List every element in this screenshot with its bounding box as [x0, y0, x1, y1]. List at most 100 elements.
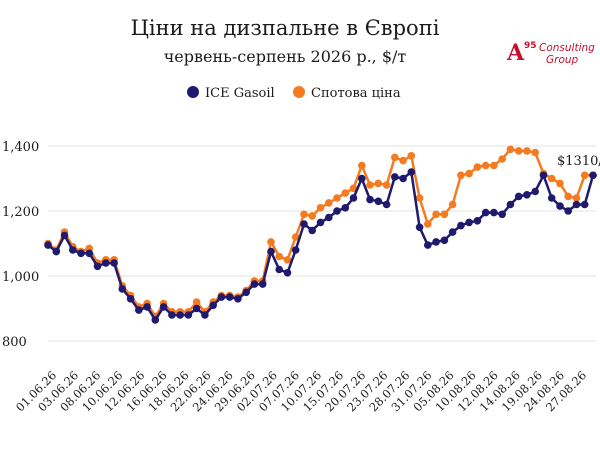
data-point-spot-price: [366, 181, 374, 189]
data-point-ice-gasoil: [374, 197, 383, 206]
data-point-ice-gasoil: [498, 210, 507, 219]
data-point-ice-gasoil: [391, 173, 399, 181]
data-point-spot-price: [358, 161, 366, 170]
data-point-spot-price: [556, 179, 564, 188]
data-point-ice-gasoil: [415, 223, 424, 232]
data-point-ice-gasoil: [457, 221, 465, 230]
data-point-spot-price: [473, 163, 482, 171]
data-point-ice-gasoil: [250, 280, 259, 288]
data-point-ice-gasoil: [102, 259, 110, 267]
data-point-spot-price: [283, 255, 292, 264]
data-point-ice-gasoil: [267, 247, 275, 256]
data-point-ice-gasoil: [341, 204, 350, 212]
data-point-spot-price: [490, 161, 498, 170]
data-point-ice-gasoil: [234, 295, 242, 303]
data-point-spot-price: [291, 233, 300, 241]
data-point-spot-price: [580, 171, 589, 180]
data-point-spot-price: [349, 184, 358, 193]
data-point-ice-gasoil: [308, 226, 317, 235]
data-point-ice-gasoil: [291, 246, 300, 254]
data-point-spot-price: [316, 204, 325, 212]
data-point-spot-price: [424, 220, 432, 228]
data-point-ice-gasoil: [580, 200, 589, 209]
data-point-ice-gasoil: [275, 265, 284, 274]
data-point-spot-price: [308, 212, 317, 220]
data-point-ice-gasoil: [258, 280, 267, 288]
data-point-ice-gasoil: [242, 288, 250, 297]
chart-subtitle: червень-серпень 2026 р., $/т: [164, 47, 407, 66]
data-point-spot-price: [506, 145, 515, 154]
data-point-ice-gasoil: [349, 194, 358, 202]
legend-label-ice-gasoil: ICE Gasoil: [205, 86, 275, 101]
data-point-ice-gasoil: [325, 213, 333, 222]
data-point-ice-gasoil: [60, 231, 69, 240]
data-point-ice-gasoil: [564, 207, 572, 215]
y-tick-label: 1,000: [2, 270, 39, 285]
data-point-ice-gasoil: [465, 218, 473, 227]
data-point-spot-price: [325, 199, 333, 207]
data-point-ice-gasoil: [473, 217, 482, 225]
legend-label-spot-price: Спотова ціна: [311, 86, 401, 101]
data-point-spot-price: [333, 194, 341, 202]
data-point-spot-price: [382, 181, 391, 189]
data-point-ice-gasoil: [283, 269, 292, 277]
data-point-spot-price: [432, 210, 440, 219]
data-point-spot-price: [448, 200, 457, 209]
data-point-ice-gasoil: [300, 220, 308, 228]
y-tick-label: 1,200: [2, 205, 39, 220]
data-point-spot-price: [399, 156, 407, 165]
legend: ICE Gasoil Спотова ціна: [187, 86, 401, 101]
data-point-ice-gasoil: [490, 208, 498, 217]
data-point-spot-price: [465, 169, 473, 178]
data-point-ice-gasoil: [589, 171, 597, 180]
data-point-spot-price: [547, 174, 556, 183]
data-point-ice-gasoil: [382, 200, 391, 209]
data-point-ice-gasoil: [201, 311, 209, 319]
data-point-spot-price: [572, 194, 581, 202]
data-point-ice-gasoil: [209, 301, 217, 310]
data-point-ice-gasoil: [440, 236, 449, 245]
data-point-ice-gasoil: [184, 311, 193, 319]
data-point-ice-gasoil: [448, 228, 457, 236]
data-point-ice-gasoil: [424, 241, 432, 249]
legend-marker-spot-price: [293, 86, 305, 98]
data-point-ice-gasoil: [481, 208, 490, 217]
y-tick-label: 800: [2, 335, 27, 350]
data-point-ice-gasoil: [176, 311, 184, 319]
data-point-ice-gasoil: [358, 174, 366, 183]
data-point-ice-gasoil: [217, 293, 226, 301]
data-point-ice-gasoil: [159, 303, 168, 311]
last-value-annotation: $1310/: [557, 154, 600, 169]
data-point-spot-price: [374, 179, 383, 188]
data-point-ice-gasoil: [192, 304, 201, 313]
data-point-ice-gasoil: [69, 246, 77, 254]
brand-mark-superscript: 95: [524, 41, 537, 51]
data-point-ice-gasoil: [168, 311, 176, 319]
series-line-spot-price: [47, 148, 593, 318]
data-point-ice-gasoil: [547, 194, 556, 202]
data-point-spot-price: [523, 147, 531, 155]
data-point-ice-gasoil: [399, 174, 407, 183]
data-point-ice-gasoil: [432, 238, 440, 246]
data-point-spot-price: [391, 153, 399, 162]
data-point-ice-gasoil: [572, 200, 581, 209]
brand-mark: A: [506, 40, 525, 66]
data-point-ice-gasoil: [52, 247, 61, 256]
data-point-ice-gasoil: [531, 187, 539, 196]
data-point-spot-price: [498, 155, 507, 163]
data-point-ice-gasoil: [523, 191, 531, 199]
y-tick-label: 1,400: [2, 140, 39, 155]
data-point-ice-gasoil: [126, 295, 135, 303]
brand-line-1: Consulting: [539, 42, 595, 54]
data-point-spot-price: [481, 161, 490, 170]
data-point-spot-price: [514, 147, 523, 155]
data-point-ice-gasoil: [85, 249, 94, 258]
data-point-ice-gasoil: [514, 192, 523, 201]
data-point-ice-gasoil: [77, 249, 85, 258]
data-point-spot-price: [267, 238, 275, 246]
data-point-ice-gasoil: [110, 259, 118, 267]
data-point-ice-gasoil: [135, 306, 143, 314]
legend-marker-ice-gasoil: [187, 86, 199, 98]
data-point-ice-gasoil: [316, 218, 325, 227]
